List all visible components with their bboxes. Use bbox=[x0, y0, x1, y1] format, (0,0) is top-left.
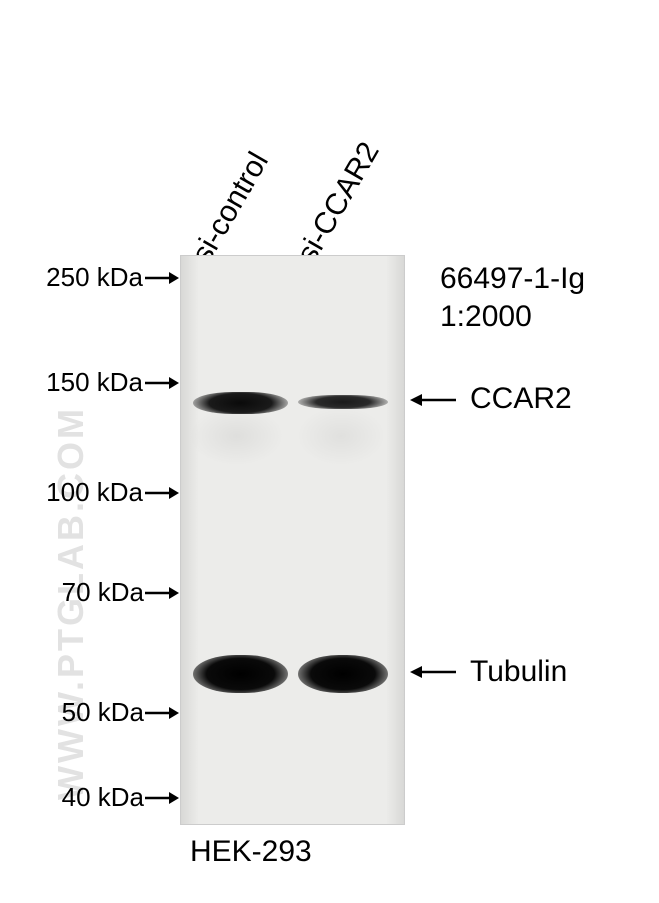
ccar2-band-lane2 bbox=[298, 395, 388, 409]
mw-40: 40 kDa bbox=[52, 782, 144, 813]
tubulin-band-lane2 bbox=[298, 655, 388, 693]
mw-arrow-50 bbox=[145, 703, 179, 723]
mw-arrow-250 bbox=[145, 268, 179, 288]
tubulin-band-lane1 bbox=[193, 655, 288, 693]
mw-arrow-100 bbox=[145, 483, 179, 503]
tubulin-arrow bbox=[410, 662, 456, 682]
tubulin-label: Tubulin bbox=[470, 655, 567, 689]
cell-line-label: HEK-293 bbox=[190, 835, 312, 869]
antibody-dilution: 1:2000 bbox=[440, 300, 532, 334]
lane-label-1: si-control bbox=[186, 147, 276, 269]
wb-figure: WWW.PTGLAB.COM si-control si-CCAR2 250 k… bbox=[0, 0, 659, 903]
mw-100: 100 kDa bbox=[38, 477, 143, 508]
mw-arrow-150 bbox=[145, 373, 179, 393]
lane-label-2: si-CCAR2 bbox=[291, 137, 387, 269]
mw-150: 150 kDa bbox=[38, 367, 143, 398]
ccar2-band-lane1 bbox=[193, 392, 288, 414]
ccar2-arrow bbox=[410, 390, 456, 410]
mw-arrow-70 bbox=[145, 583, 179, 603]
mw-250: 250 kDa bbox=[38, 262, 143, 293]
mw-70: 70 kDa bbox=[52, 577, 144, 608]
antibody-catalog: 66497-1-Ig bbox=[440, 262, 585, 296]
blot-membrane bbox=[180, 255, 405, 825]
mw-arrow-40 bbox=[145, 788, 179, 808]
ccar2-label: CCAR2 bbox=[470, 382, 572, 416]
mw-50: 50 kDa bbox=[52, 697, 144, 728]
